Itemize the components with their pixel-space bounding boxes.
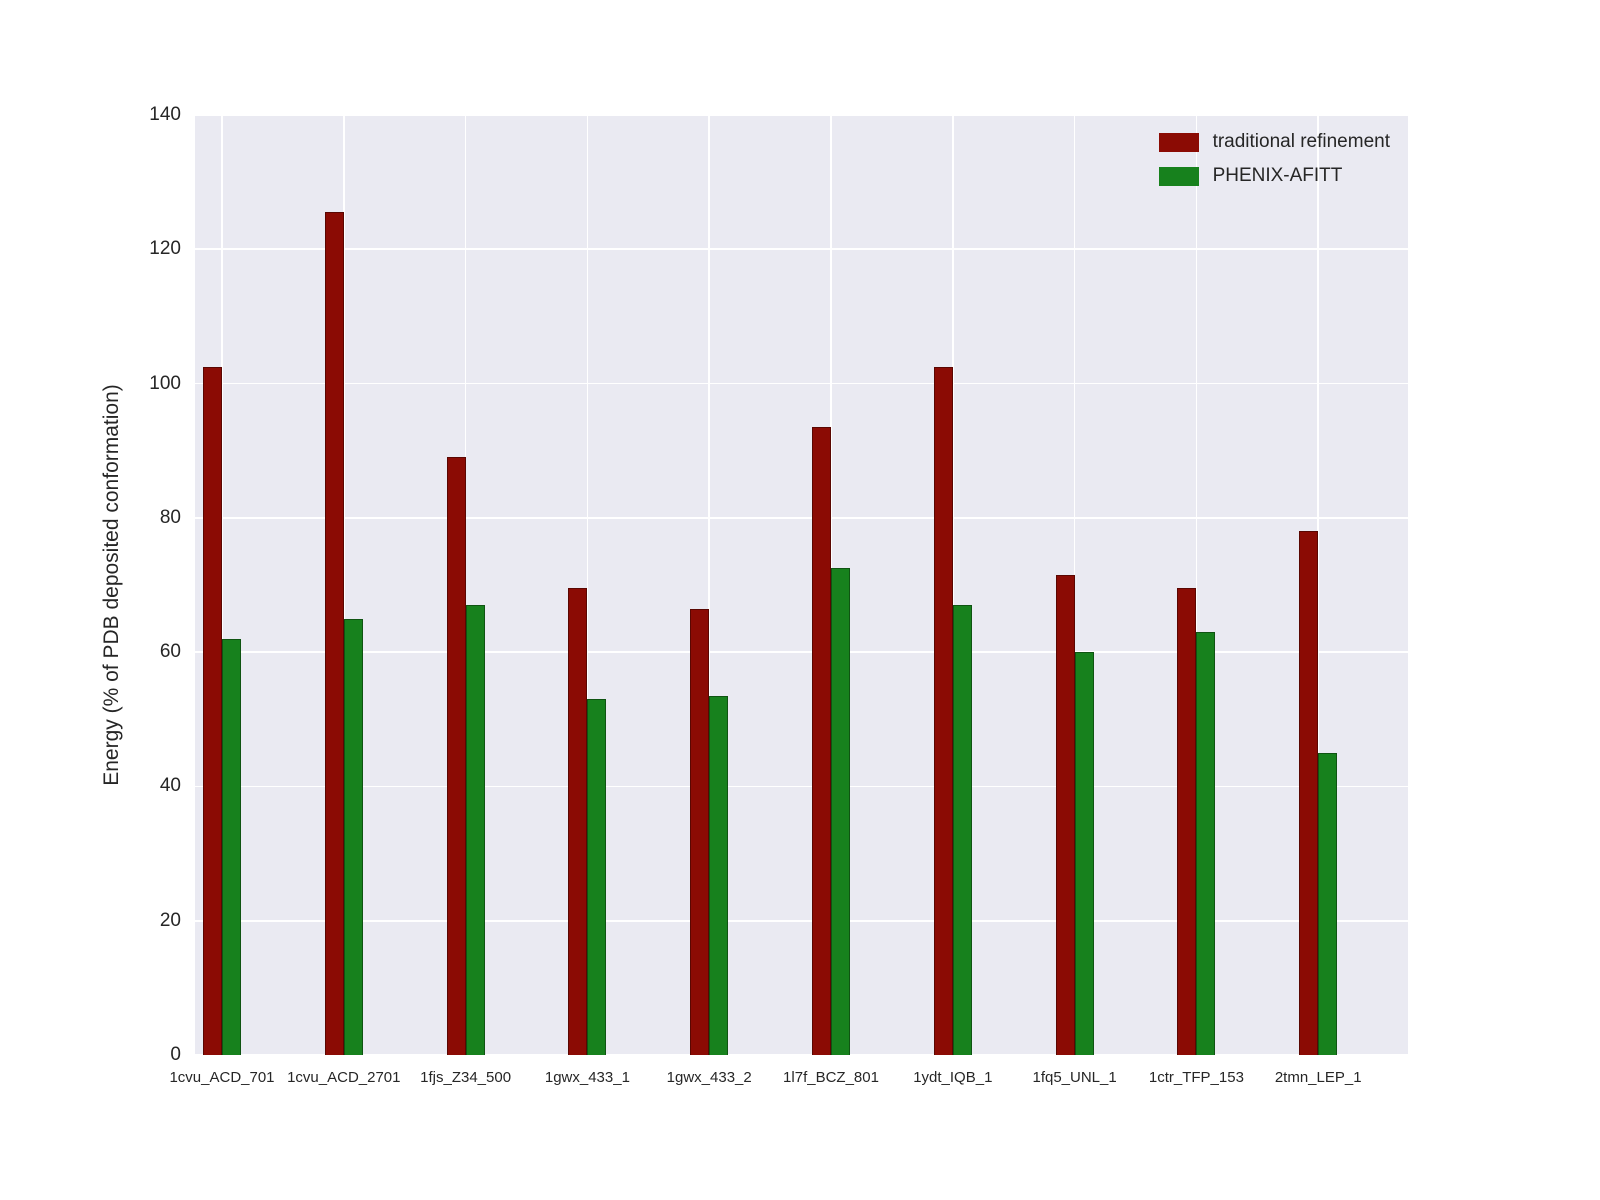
gridline-horizontal xyxy=(195,1054,1408,1056)
gridline-vertical xyxy=(952,115,954,1055)
y-tick-label: 120 xyxy=(149,238,181,260)
legend-item-traditional-refinement: traditional refinement xyxy=(1158,131,1390,153)
gridline-vertical xyxy=(1073,115,1076,1055)
bar-phenix-afitt-1fjs_Z34_500 xyxy=(465,605,485,1055)
bar-phenix-afitt-1gwx_433_2 xyxy=(709,695,729,1055)
y-tick-label: 100 xyxy=(149,372,181,394)
y-tick-label: 60 xyxy=(159,641,181,663)
gridline-horizontal xyxy=(195,382,1408,385)
y-axis-label: Energy (% of PDB deposited conformation) xyxy=(100,384,123,786)
legend: traditional refinement PHENIX-AFITT xyxy=(1158,131,1390,187)
bar-traditional-refinement-1cvu_ACD_2701 xyxy=(324,212,344,1055)
bar-traditional-refinement-1gwx_433_2 xyxy=(690,608,710,1055)
category-label: 1fjs_Z34_500 xyxy=(420,1069,512,1086)
gridline-horizontal xyxy=(195,785,1408,788)
legend-label: PHENIX-AFITT xyxy=(1212,165,1343,186)
bar-traditional-refinement-1fq5_UNL_1 xyxy=(1055,574,1075,1055)
bar-traditional-refinement-1cvu_ACD_701 xyxy=(203,366,222,1055)
gridline-vertical xyxy=(1195,115,1198,1055)
legend-swatch-red xyxy=(1158,132,1199,152)
category-label: 1cvu_ACD_2701 xyxy=(287,1069,401,1086)
category-label: 1ydt_IQB_1 xyxy=(913,1069,993,1086)
bar-phenix-afitt-2tmn_LEP_1 xyxy=(1318,752,1338,1055)
category-label: 1l7f_BCZ_801 xyxy=(783,1069,879,1086)
gridline-vertical xyxy=(464,115,467,1055)
gridline-horizontal xyxy=(195,517,1408,519)
gridline-vertical xyxy=(1317,115,1319,1055)
bar-traditional-refinement-1ydt_IQB_1 xyxy=(933,366,953,1055)
category-label: 1fq5_UNL_1 xyxy=(1032,1069,1117,1086)
legend-swatch-green xyxy=(1158,166,1199,186)
gridline-horizontal xyxy=(195,919,1408,922)
gridline-vertical xyxy=(586,115,589,1055)
gridline-vertical xyxy=(343,115,345,1055)
category-label: 1ctr_TFP_153 xyxy=(1148,1069,1244,1086)
gridline-horizontal xyxy=(195,248,1408,251)
category-label: 1gwx_433_2 xyxy=(666,1069,752,1086)
bar-traditional-refinement-1gwx_433_1 xyxy=(568,588,588,1055)
y-tick-label: 140 xyxy=(149,104,181,125)
bar-traditional-refinement-2tmn_LEP_1 xyxy=(1299,531,1319,1055)
gridline-horizontal xyxy=(195,114,1408,116)
plot-area: 0 20 40 60 80 100 120 140 1cvu_ACD_701 1cvu_ACD_… xyxy=(149,104,1408,1086)
bar-traditional-refinement-1l7f_BCZ_801 xyxy=(812,427,831,1055)
bar-traditional-refinement-1ctr_TFP_153 xyxy=(1177,588,1197,1055)
gridline-vertical xyxy=(708,115,710,1055)
bar-phenix-afitt-1fq5_UNL_1 xyxy=(1074,652,1094,1055)
bar-phenix-afitt-1cvu_ACD_701 xyxy=(222,638,241,1055)
y-tick-label: 20 xyxy=(159,909,181,931)
category-label: 2tmn_LEP_1 xyxy=(1274,1069,1362,1086)
category-label: 1cvu_ACD_701 xyxy=(169,1069,275,1086)
category-label: 1gwx_433_1 xyxy=(544,1069,630,1086)
y-tick-label: 80 xyxy=(159,506,181,528)
gridline-horizontal xyxy=(195,651,1408,653)
bar-phenix-afitt-1l7f_BCZ_801 xyxy=(831,568,850,1055)
bar-phenix-afitt-1gwx_433_1 xyxy=(587,699,607,1055)
bar-phenix-afitt-1ctr_TFP_153 xyxy=(1196,632,1216,1055)
bar-phenix-afitt-1cvu_ACD_2701 xyxy=(343,618,363,1055)
bar-phenix-afitt-1ydt_IQB_1 xyxy=(952,605,972,1055)
y-tick-label: 0 xyxy=(170,1044,181,1065)
bar-traditional-refinement-1fjs_Z34_500 xyxy=(446,457,466,1055)
legend-item-phenix-afitt: PHENIX-AFITT xyxy=(1158,165,1390,187)
legend-label: traditional refinement xyxy=(1212,131,1390,152)
y-tick-label: 40 xyxy=(159,775,181,797)
